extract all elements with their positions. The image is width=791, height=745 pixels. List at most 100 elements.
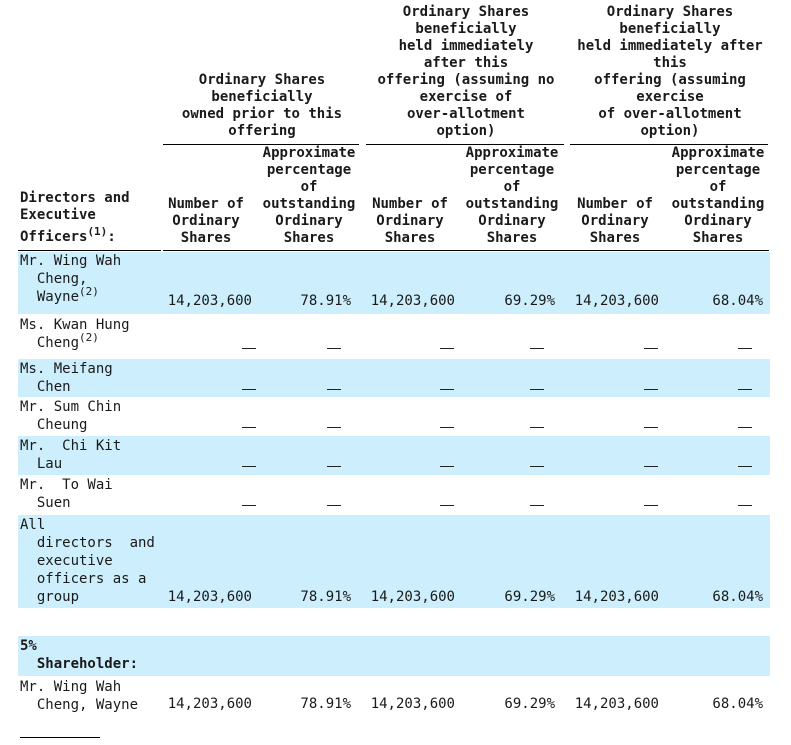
empty-value-dash: —: [530, 466, 544, 467]
row-label-text: Mr. To Wai: [20, 477, 113, 493]
row-label: Mr. Wing Wah Cheng, Wayne(2): [20, 252, 121, 307]
row-shade: [18, 515, 770, 608]
header-line: Approximate: [262, 145, 356, 161]
header-line: option): [436, 123, 496, 139]
row-shade: [18, 252, 770, 314]
column-header-rule: [461, 250, 561, 251]
header-line: beneficially: [415, 21, 517, 37]
header-line: Executive: [20, 207, 96, 223]
header-line: Number of: [168, 196, 244, 212]
empty-value-dash: —: [738, 466, 752, 467]
table-cell: 14,203,600: [574, 696, 659, 712]
empty-value-dash: —: [327, 427, 341, 428]
row-label: Ms. Meifang Chen: [20, 360, 113, 396]
table-cell: 14,203,600: [370, 293, 455, 309]
header-line: Shares: [180, 230, 232, 246]
column-header-rule: [357, 250, 461, 251]
empty-value-dash: —: [440, 348, 454, 349]
empty-value-dash: —: [738, 505, 752, 506]
header-line: exercise of: [419, 89, 513, 105]
header-line: Ordinary Shares: [402, 4, 530, 20]
table-cell: 78.91%: [300, 293, 351, 309]
row-label-text: Ms. Meifang: [20, 361, 113, 377]
row-label-text: Cheng,: [20, 271, 88, 287]
row-label-line: Wayne(2): [20, 285, 121, 307]
row-label-line: Mr. To Wai: [20, 476, 113, 494]
row-label-text: Suen: [20, 495, 71, 511]
header-line: of: [503, 179, 521, 195]
header-line: Approximate: [465, 145, 559, 161]
header-line: owned prior to this: [181, 106, 343, 122]
table-cell: 69.29%: [504, 293, 555, 309]
row-label-text: executive: [20, 553, 113, 569]
empty-value-dash: —: [530, 389, 544, 390]
header-line: of: [709, 179, 727, 195]
header-line: of over-allotment: [598, 106, 742, 122]
column-group-header: Ordinary Shares beneficially held immediat…: [366, 4, 566, 140]
empty-value-dash: —: [644, 466, 658, 467]
row-label-text: Ms. Kwan Hung: [20, 317, 130, 333]
row-label-text: group: [20, 589, 80, 605]
header-line: outstanding: [262, 196, 356, 212]
header-line: percentage: [469, 162, 555, 178]
row-label-text: Mr. Sum Chin: [20, 399, 122, 415]
row-label: Mr. To Wai Suen: [20, 476, 113, 512]
header-line: Approximate: [671, 145, 765, 161]
header-line: offering (assuming: [594, 72, 746, 88]
header-line: Number of: [372, 196, 448, 212]
row-label-text: Cheung: [20, 417, 88, 433]
empty-value-dash: —: [242, 466, 256, 467]
empty-value-dash: —: [530, 348, 544, 349]
row-label: Mr. Chi Kit Lau: [20, 437, 121, 473]
header-line: Shares: [384, 230, 436, 246]
section-header-line: Shareholder:: [20, 656, 139, 672]
footnote-marker: (2): [79, 285, 99, 298]
row-label-text: Wayne: [20, 289, 80, 305]
table-cell: 68.04%: [712, 696, 763, 712]
header-line: of: [300, 179, 318, 195]
header-line: Ordinary: [376, 213, 444, 229]
header-line: outstanding: [465, 196, 559, 212]
header-line: offering: [228, 123, 296, 139]
header-text: :: [107, 229, 116, 245]
header-line: Shares: [486, 230, 538, 246]
row-label-text: Mr. Chi Kit: [20, 438, 122, 454]
empty-value-dash: —: [242, 389, 256, 390]
group-header-rule: [366, 144, 564, 145]
table-cell: 68.04%: [712, 589, 763, 605]
row-label: Mr. Sum Chin Cheung: [20, 398, 121, 434]
section-header: 5% Shareholder:: [20, 637, 138, 673]
empty-value-dash: —: [644, 427, 658, 428]
table-cell: 14,203,600: [574, 589, 659, 605]
row-label-line: Chen: [20, 378, 113, 396]
first-column-rule: [18, 250, 161, 251]
row-label-line: Mr. Wing Wah: [20, 252, 121, 270]
table-cell: 14,203,600: [167, 696, 252, 712]
header-line: offering (assuming no: [377, 72, 555, 88]
header-line: percentage: [266, 162, 352, 178]
footnote-rule: [20, 737, 100, 738]
header-line: Ordinary Shares: [606, 4, 734, 20]
row-shade: [18, 636, 770, 676]
header-line: this: [653, 55, 687, 71]
column-header: Number of Ordinary Shares: [563, 196, 667, 247]
header-line: after this: [423, 55, 509, 71]
empty-value-dash: —: [644, 348, 658, 349]
column-header-rule: [561, 250, 665, 251]
header-line: held immediately after: [577, 38, 763, 54]
empty-value-dash: —: [327, 389, 341, 390]
column-header: Number of Ordinary Shares: [154, 196, 258, 247]
row-shade: [18, 359, 770, 397]
empty-value-dash: —: [242, 505, 256, 506]
empty-value-dash: —: [440, 427, 454, 428]
empty-value-dash: —: [242, 427, 256, 428]
row-label-line: directors and: [20, 534, 155, 552]
row-label-text: directors and: [20, 535, 155, 551]
row-label-text: Chen: [20, 379, 71, 395]
first-column-header: Directors and Executive Officers(1):: [20, 190, 160, 246]
header-text: Officers: [20, 229, 88, 245]
table-cell: 14,203,600: [574, 293, 659, 309]
row-label-text: Lau: [20, 456, 63, 472]
empty-value-dash: —: [738, 389, 752, 390]
empty-value-dash: —: [440, 505, 454, 506]
